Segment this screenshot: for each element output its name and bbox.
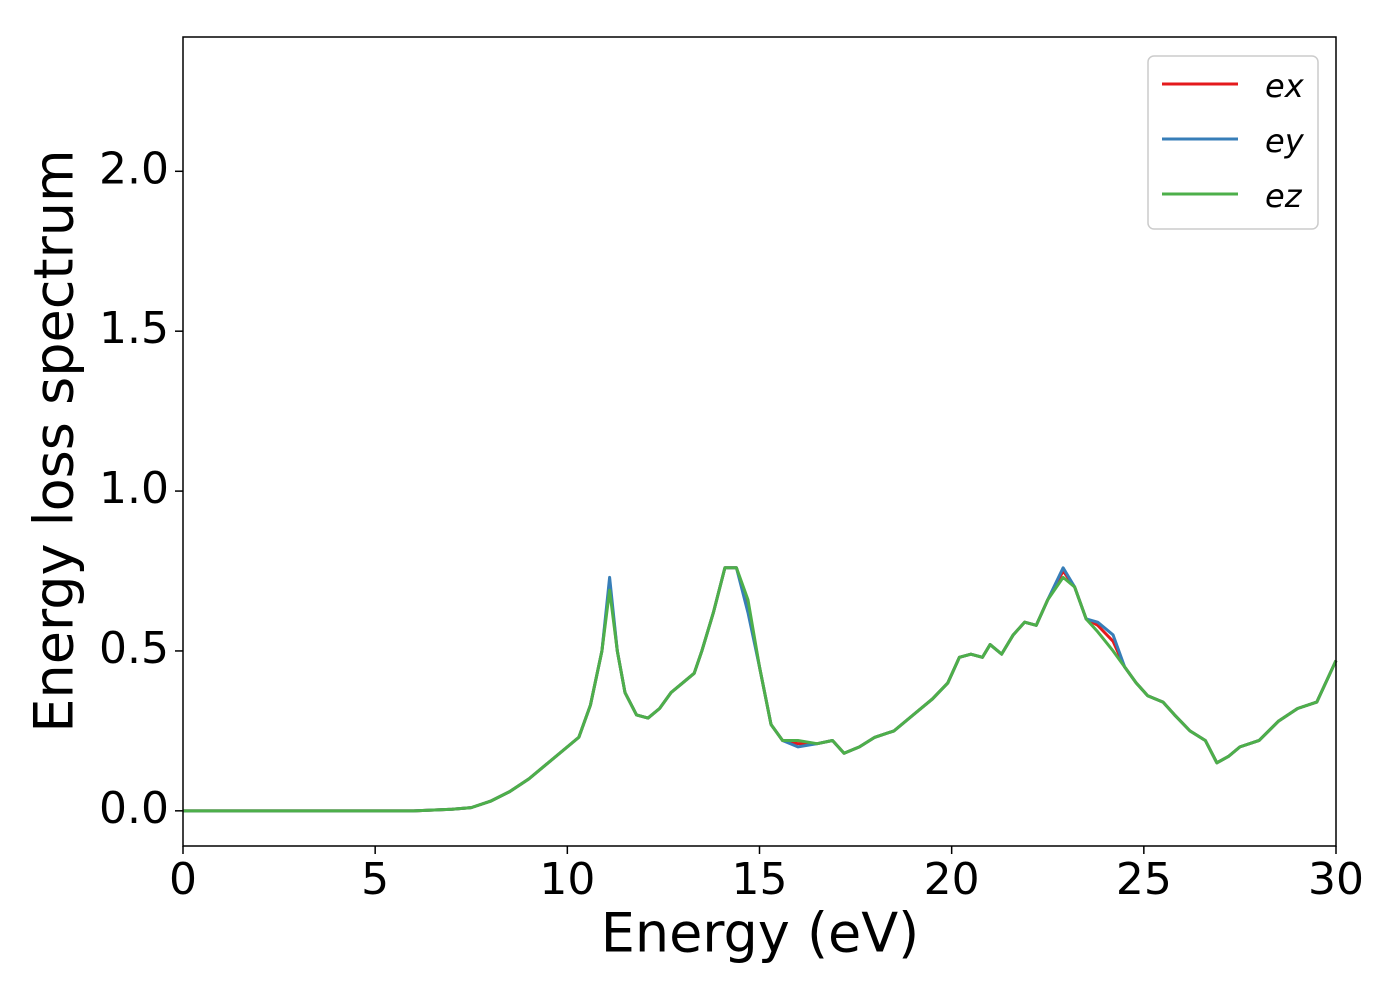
y-tick-label: 0.5: [99, 623, 169, 674]
x-tick-label: 30: [1308, 854, 1364, 905]
x-tick-label: 10: [539, 854, 595, 905]
x-tick-label: 15: [732, 854, 788, 905]
series-line: [183, 566, 1338, 813]
y-tick-label: 1.5: [99, 303, 169, 354]
legend-label: ey: [1265, 122, 1305, 160]
series-line: [183, 566, 1338, 813]
x-tick-label: 5: [361, 854, 389, 905]
legend-label: ex: [1265, 67, 1305, 105]
legend-label: ez: [1265, 177, 1303, 215]
y-axis-label: Energy loss spectrum: [23, 149, 86, 732]
legend-box: [1147, 55, 1319, 230]
x-tick-label: 25: [1116, 854, 1172, 905]
x-tick-label: 0: [169, 854, 197, 905]
plot-frame: [182, 36, 1337, 847]
y-tick-label: 2.0: [99, 143, 169, 194]
x-tick-label: 20: [924, 854, 980, 905]
series-line: [183, 566, 1338, 813]
x-axis-label: Energy (eV): [601, 902, 920, 965]
y-tick-label: 0.0: [99, 783, 169, 834]
y-tick-label: 1.0: [99, 463, 169, 514]
